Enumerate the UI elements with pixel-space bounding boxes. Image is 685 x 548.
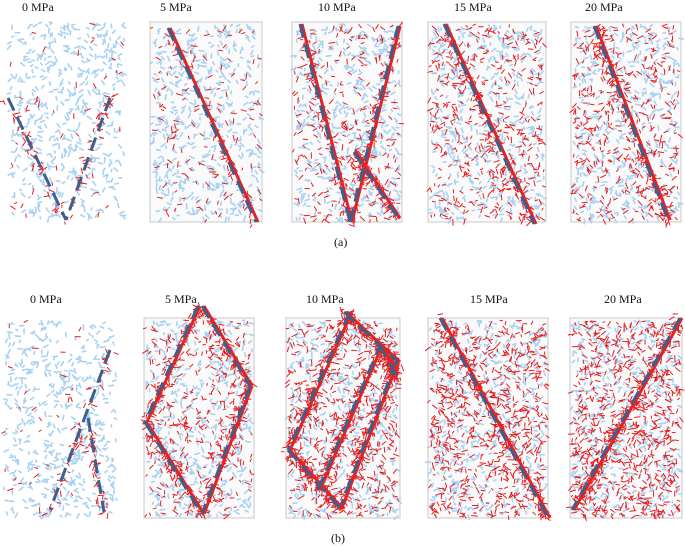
panel-a1-label: 0 MPa xyxy=(22,0,54,14)
panel-b1-label: 0 MPa xyxy=(30,292,62,306)
panel-a2-label: 5 MPa xyxy=(160,0,192,14)
shear-band-dashed xyxy=(378,345,398,376)
particle-field xyxy=(6,21,127,223)
shear-band-dashed xyxy=(442,23,536,225)
panel-a5-label: 20 MPa xyxy=(585,0,623,14)
shear-band-dashed xyxy=(286,448,342,510)
specimen-panel xyxy=(569,21,685,228)
shear-band-dashed xyxy=(592,25,670,221)
shear-band-dashed xyxy=(342,310,400,364)
specimen-panel xyxy=(281,307,405,521)
shear-band-dashed xyxy=(316,345,382,491)
shear-band-dashed xyxy=(298,23,352,223)
shear-band-dashed xyxy=(200,305,252,387)
shear-band-red xyxy=(144,305,202,425)
shear-band-dashed xyxy=(570,317,682,511)
shear-band-dashed xyxy=(144,423,204,515)
specimen-panel xyxy=(149,21,265,228)
panel-b4-label: 15 MPa xyxy=(470,292,508,306)
shear-band-dashed xyxy=(200,385,252,515)
row-b-caption: (b) xyxy=(331,531,345,545)
shear-band-red xyxy=(350,25,402,223)
crack-field xyxy=(566,313,685,521)
row-a-caption: (a) xyxy=(334,235,348,249)
specimen-panel xyxy=(289,21,405,227)
shear-band-red xyxy=(202,305,254,387)
shear-band-red xyxy=(318,345,384,491)
panel-b3-label: 10 MPa xyxy=(306,292,344,306)
shear-band-red xyxy=(440,317,552,519)
shear-band-dashed xyxy=(438,317,550,519)
shear-band-red xyxy=(572,317,684,511)
shear-band-red xyxy=(146,423,206,515)
shear-band-dashed xyxy=(48,349,112,511)
specimen-panel xyxy=(140,302,258,520)
panel-a3-label: 10 MPa xyxy=(318,0,356,14)
specimen-panel xyxy=(0,21,127,225)
shear-band-dashed xyxy=(142,305,200,425)
shear-band-red xyxy=(202,385,254,515)
shear-band-red xyxy=(594,25,672,221)
particle-field xyxy=(570,24,685,225)
shear-band-dashed xyxy=(348,25,400,223)
specimen-panel xyxy=(1,319,119,520)
shear-band-dashed xyxy=(166,27,258,223)
shear-band-red xyxy=(300,23,354,223)
specimen-panel xyxy=(424,313,552,521)
crack-field xyxy=(424,313,552,521)
shear-band-red xyxy=(380,345,400,376)
shear-band-dashed xyxy=(352,151,400,219)
specimen-panel xyxy=(566,313,685,521)
shear-band-dashed xyxy=(86,417,106,513)
panel-b5-label: 20 MPa xyxy=(604,292,642,306)
shear-band-red xyxy=(354,151,402,219)
shear-band-red xyxy=(444,23,538,225)
crack-field xyxy=(569,23,683,228)
specimen-panel xyxy=(426,21,547,227)
panel-a4-label: 15 MPa xyxy=(454,0,492,14)
shear-band-red xyxy=(288,311,354,451)
shear-band-dashed xyxy=(286,311,352,451)
shear-band-dashed xyxy=(6,97,68,221)
shear-band-red xyxy=(168,27,260,223)
panel-b2-label: 5 MPa xyxy=(165,292,197,306)
shear-band-red xyxy=(340,361,400,509)
shear-band-dashed xyxy=(338,361,398,509)
particle-field xyxy=(149,23,265,223)
shear-band-dashed xyxy=(64,97,112,221)
